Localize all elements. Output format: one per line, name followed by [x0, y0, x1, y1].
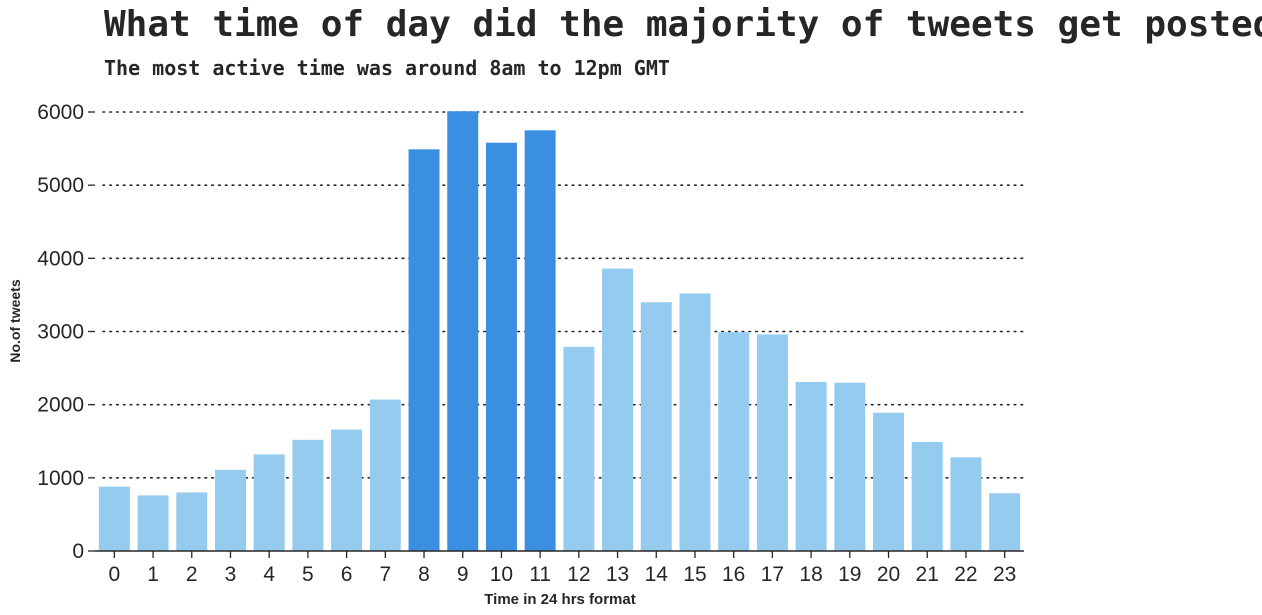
x-tick-label: 10 — [490, 563, 513, 586]
chart-subtitle: The most active time was around 8am to 1… — [104, 56, 670, 80]
bars — [98, 111, 1021, 552]
x-axis-label: Time in 24 hrs format — [484, 591, 635, 608]
x-tick-label: 2 — [186, 563, 198, 586]
x-tick-label: 5 — [302, 563, 314, 586]
bar-hour-16 — [718, 332, 750, 551]
x-tick-label: 4 — [263, 563, 275, 586]
y-axis: 0 1000 2000 3000 4000 5000 6000 — [37, 101, 95, 563]
bar-hour-5 — [292, 439, 324, 551]
y-axis-label: No.of tweets — [7, 279, 23, 362]
y-tick-label: 5000 — [37, 174, 84, 197]
x-tick-label: 22 — [954, 563, 977, 586]
bar-hour-21 — [911, 441, 943, 551]
x-tick-label: 8 — [418, 563, 430, 586]
bar-hour-15 — [679, 293, 711, 551]
y-tick-label: 0 — [72, 540, 84, 563]
bar-hour-19 — [834, 382, 866, 551]
bar-hour-7 — [369, 399, 401, 551]
x-tick-label: 17 — [761, 563, 784, 586]
x-tick-label: 15 — [683, 563, 706, 586]
x-tick-label: 6 — [341, 563, 353, 586]
x-tick-label: 9 — [457, 563, 469, 586]
x-tick-label: 12 — [567, 563, 590, 586]
bar-hour-18 — [795, 381, 827, 551]
x-tick-label: 23 — [993, 563, 1016, 586]
bar-hour-9 — [447, 111, 479, 551]
x-tick-label: 11 — [529, 563, 551, 586]
bar-hour-13 — [602, 268, 634, 551]
y-tick-label: 4000 — [37, 247, 84, 270]
y-tick-label: 2000 — [37, 394, 84, 417]
x-tick-label: 3 — [225, 563, 237, 586]
x-axis: 0 1 2 3 4 5 6 7 8 9 10 11 12 13 14 15 16 17 18 19 20 21 22 23 — [95, 550, 1024, 586]
bar-hour-4 — [253, 454, 285, 551]
y-tick-label: 1000 — [37, 467, 84, 490]
bar-hour-17 — [756, 334, 788, 551]
bar-hour-8 — [408, 149, 440, 551]
x-tick-label: 13 — [606, 563, 629, 586]
bar-hour-12 — [563, 346, 595, 551]
x-tick-label: 1 — [147, 563, 159, 586]
bar-hour-22 — [950, 457, 982, 551]
x-tick-label: 20 — [877, 563, 900, 586]
y-tick-label: 3000 — [37, 321, 84, 344]
x-tick-label: 21 — [916, 563, 939, 586]
bar-hour-23 — [989, 493, 1021, 551]
bar-hour-3 — [214, 469, 246, 551]
bar-hour-6 — [331, 429, 363, 551]
bar-hour-11 — [524, 130, 556, 551]
x-tick-label: 16 — [722, 563, 745, 586]
bar-hour-1 — [137, 495, 169, 551]
bar-hour-20 — [873, 412, 905, 551]
x-tick-label: 18 — [799, 563, 822, 586]
x-tick-label: 19 — [838, 563, 861, 586]
bar-hour-14 — [640, 302, 672, 551]
bar-hour-10 — [485, 142, 517, 552]
chart-title: What time of day did the majority of twe… — [104, 4, 1262, 45]
x-tick-label: 7 — [379, 563, 391, 586]
y-tick-label: 6000 — [37, 101, 84, 124]
x-tick-label: 0 — [109, 563, 121, 586]
x-tick-label: 14 — [645, 563, 669, 586]
bar-hour-0 — [98, 486, 130, 551]
bar-hour-2 — [176, 492, 208, 551]
